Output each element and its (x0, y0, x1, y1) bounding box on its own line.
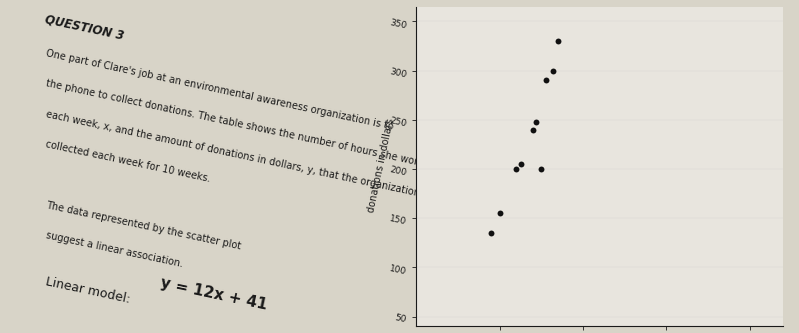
Point (510, 166, 523, 171)
Point (547, 68, 559, 73)
Point (530, 119, 543, 125)
Text: the phone to collect donations. The table shows the number of hours she worked: the phone to collect donations. The tabl… (45, 79, 435, 171)
Point (485, 230, 498, 235)
Y-axis label: donations in dollars: donations in dollars (366, 118, 396, 213)
Point (535, 166, 547, 171)
Text: each week, x, and the amount of donations in dollars, y, that the organization: each week, x, and the amount of donation… (45, 109, 420, 198)
Text: One part of Clare's job at an environmental awareness organization is to: One part of Clare's job at an environmen… (45, 48, 394, 132)
Text: The data represented by the scatter plot: The data represented by the scatter plot (45, 200, 241, 251)
Text: Linear model:: Linear model: (44, 275, 131, 306)
Text: y = 12x + 41: y = 12x + 41 (159, 275, 268, 312)
Point (540, 78, 553, 83)
Text: suggest a linear association.: suggest a linear association. (45, 230, 184, 269)
Point (515, 162, 527, 167)
Point (551, 38, 564, 44)
Point (527, 127, 539, 132)
Text: QUESTION 3: QUESTION 3 (44, 13, 125, 43)
Point (493, 210, 506, 216)
Text: collected each week for 10 weeks.: collected each week for 10 weeks. (45, 139, 212, 184)
